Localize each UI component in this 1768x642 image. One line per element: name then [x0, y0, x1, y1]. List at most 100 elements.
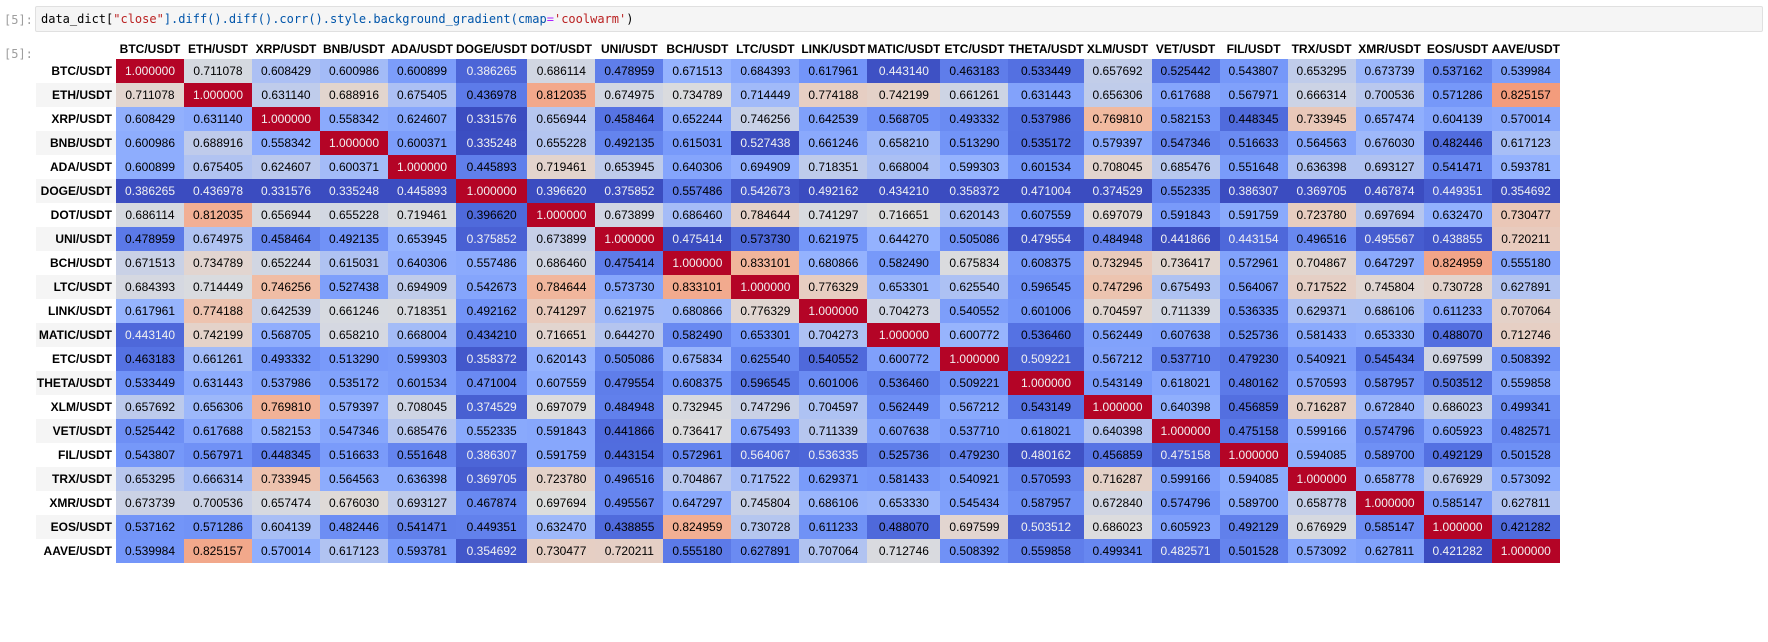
- column-header: THETA/USDT: [1008, 41, 1084, 56]
- table-cell: 0.618021: [1008, 419, 1084, 443]
- table-cell: 0.508392: [1491, 347, 1561, 371]
- table-cell: 0.714449: [184, 275, 252, 299]
- table-cell: 0.720211: [595, 539, 664, 563]
- table-cell: 0.545434: [940, 491, 1009, 515]
- table-cell: 0.712746: [1491, 323, 1561, 347]
- table-cell: 0.557486: [456, 251, 528, 275]
- table-cell: 0.542673: [456, 275, 528, 299]
- table-cell: 0.358372: [940, 179, 1009, 203]
- table-cell: 0.684393: [731, 59, 800, 83]
- table-cell: 0.535172: [320, 371, 388, 395]
- table-cell: 0.730477: [527, 539, 596, 563]
- table-cell: 0.601006: [799, 371, 868, 395]
- table-cell: 0.488070: [1423, 323, 1492, 347]
- table-cell: 0.582153: [252, 419, 320, 443]
- table-header-row: BTC/USDT ETH/USDT XRP/USDT BNB/USDT ADA/USDT…: [36, 38, 1560, 59]
- table-cell: 0.608429: [252, 59, 320, 83]
- table-cell: 0.582490: [663, 323, 732, 347]
- table-cell: 0.600371: [388, 131, 456, 155]
- table-cell: 0.655228: [320, 203, 388, 227]
- table-cell: 0.717522: [1287, 275, 1356, 299]
- table-cell: 0.581433: [867, 467, 941, 491]
- table-cell: 0.480162: [1008, 443, 1084, 467]
- table-cell: 0.527438: [320, 275, 388, 299]
- table-cell: 0.421282: [1423, 539, 1492, 563]
- table-cell: 0.618021: [1151, 371, 1220, 395]
- table-cell: 0.600899: [388, 59, 456, 83]
- table-cell: 0.675493: [1151, 275, 1220, 299]
- table-cell: 0.661246: [799, 131, 868, 155]
- table-cell: 0.443140: [867, 59, 941, 83]
- table-cell: 0.747296: [1083, 275, 1152, 299]
- table-cell: 0.625540: [940, 275, 1009, 299]
- table-cell: 0.824959: [1423, 251, 1492, 275]
- column-header: ETH/USDT: [188, 41, 248, 56]
- table-cell: 0.653330: [867, 491, 941, 515]
- table-cell: 1.000000: [595, 227, 664, 251]
- table-cell: 0.620143: [527, 347, 596, 371]
- table-cell: 0.631140: [184, 107, 252, 131]
- table-cell: 0.441866: [595, 419, 664, 443]
- table-cell: 0.686106: [799, 491, 868, 515]
- table-cell: 0.599303: [388, 347, 456, 371]
- table-cell: 0.539984: [116, 539, 184, 563]
- correlation-table: BTC/USDT ETH/USDT XRP/USDT BNB/USDT ADA/USDT…: [36, 38, 1561, 563]
- code-cell-input[interactable]: data_dict["close"].diff().diff().corr().…: [35, 6, 1763, 32]
- table-cell: 0.642539: [252, 299, 320, 323]
- row-header: VET/USDT: [36, 419, 116, 443]
- table-cell: 0.471004: [456, 371, 528, 395]
- table-cell: 0.591759: [1219, 203, 1288, 227]
- table-cell: 0.730728: [731, 515, 800, 539]
- column-header: LINK/USDT: [801, 41, 866, 56]
- table-cell: 0.479230: [1219, 347, 1288, 371]
- table-cell: 0.693127: [388, 491, 456, 515]
- table-cell: 0.421282: [1491, 515, 1561, 539]
- table-cell: 0.375852: [595, 179, 664, 203]
- table-cell: 0.675405: [184, 155, 252, 179]
- table-cell: 1.000000: [252, 107, 320, 131]
- table-cell: 0.711078: [116, 83, 184, 107]
- table-cell: 0.585147: [1355, 515, 1424, 539]
- column-header: VET/USDT: [1155, 41, 1216, 56]
- table-cell: 0.562449: [867, 395, 941, 419]
- table-cell: 0.448345: [252, 443, 320, 467]
- table-cell: 0.656306: [1083, 83, 1152, 107]
- table-cell: 0.833101: [731, 251, 800, 275]
- table-cell: 0.746256: [731, 107, 800, 131]
- table-cell: 0.525736: [1219, 323, 1288, 347]
- table-cell: 0.493332: [940, 107, 1009, 131]
- table-cell: 0.605923: [1151, 515, 1220, 539]
- table-cell: 0.629371: [799, 467, 868, 491]
- table-cell: 0.386307: [456, 443, 528, 467]
- table-cell: 0.493332: [252, 347, 320, 371]
- table-cell: 0.496516: [1287, 227, 1356, 251]
- table-cell: 0.673899: [527, 227, 596, 251]
- row-header: TRX/USDT: [36, 467, 116, 491]
- table-cell: 0.611233: [1423, 299, 1492, 323]
- row-header: ETH/USDT: [36, 83, 116, 107]
- table-cell: 0.716287: [1287, 395, 1356, 419]
- table-cell: 0.714449: [731, 83, 800, 107]
- table-cell: 0.717522: [731, 467, 800, 491]
- table-cell: 0.697079: [1083, 203, 1152, 227]
- table-cell: 0.570593: [1008, 467, 1084, 491]
- table-row: AAVE/USDT 0.539984 0.825157 0.570014 0.61712…: [36, 539, 1561, 563]
- row-header: UNI/USDT: [36, 227, 116, 251]
- table-cell: 0.536460: [1008, 323, 1084, 347]
- table-row: XLM/USDT 0.657692 0.656306 0.769810 0.579397…: [36, 395, 1561, 419]
- table-cell: 0.824959: [663, 515, 732, 539]
- table-cell: 0.774188: [184, 299, 252, 323]
- table-cell: 0.671513: [116, 251, 184, 275]
- table-cell: 0.564563: [320, 467, 388, 491]
- table-cell: 0.617688: [184, 419, 252, 443]
- table-cell: 0.525736: [867, 443, 941, 467]
- table-cell: 0.604139: [252, 515, 320, 539]
- table-cell: 0.632470: [527, 515, 596, 539]
- table-cell: 0.463183: [940, 59, 1009, 83]
- table-cell: 0.475158: [1219, 419, 1288, 443]
- table-cell: 0.656944: [527, 107, 596, 131]
- table-cell: 0.582490: [867, 251, 941, 275]
- table-cell: 0.774188: [799, 83, 868, 107]
- table-cell: 0.499341: [1491, 395, 1561, 419]
- code-token-string: 'coolwarm': [553, 12, 627, 26]
